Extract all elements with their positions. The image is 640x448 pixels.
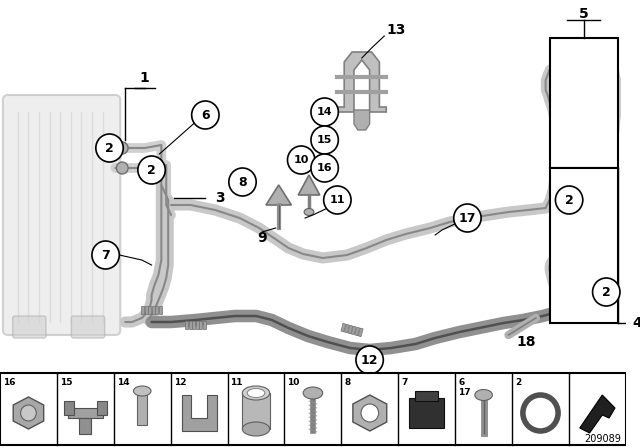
Polygon shape: [358, 328, 363, 336]
Bar: [409, 398, 444, 428]
Polygon shape: [353, 395, 387, 431]
Polygon shape: [266, 185, 291, 205]
Circle shape: [191, 101, 219, 129]
Polygon shape: [580, 395, 615, 433]
Text: 209089: 209089: [584, 434, 621, 444]
Text: 16: 16: [3, 378, 15, 387]
Polygon shape: [203, 321, 206, 329]
Text: 6
17: 6 17: [458, 378, 470, 397]
Text: 8: 8: [238, 176, 247, 189]
Text: 9: 9: [257, 231, 267, 245]
Polygon shape: [156, 306, 159, 314]
FancyBboxPatch shape: [13, 316, 46, 338]
Circle shape: [96, 134, 124, 162]
Text: 11: 11: [330, 195, 345, 205]
Text: 14: 14: [317, 107, 332, 117]
Polygon shape: [148, 306, 151, 314]
Circle shape: [92, 241, 119, 269]
Polygon shape: [189, 321, 191, 329]
Circle shape: [556, 186, 583, 214]
Text: 5: 5: [579, 7, 589, 21]
Text: 2: 2: [147, 164, 156, 177]
Polygon shape: [200, 321, 202, 329]
Polygon shape: [355, 327, 360, 336]
Text: 13: 13: [387, 23, 406, 37]
Circle shape: [311, 126, 339, 154]
Circle shape: [593, 278, 620, 306]
Text: 2: 2: [602, 285, 611, 298]
Circle shape: [116, 142, 128, 154]
Text: 8: 8: [344, 378, 351, 387]
Text: 7: 7: [401, 378, 408, 387]
Ellipse shape: [243, 422, 269, 436]
Bar: [68, 408, 103, 418]
Polygon shape: [348, 325, 353, 334]
Polygon shape: [354, 110, 370, 130]
Bar: [0, 373, 626, 445]
Bar: [79, 418, 92, 434]
Polygon shape: [344, 324, 349, 333]
Ellipse shape: [475, 389, 492, 401]
Text: 10: 10: [294, 155, 309, 165]
Text: 14: 14: [116, 378, 129, 387]
Text: 17: 17: [459, 211, 476, 224]
Ellipse shape: [247, 388, 265, 397]
Circle shape: [138, 156, 165, 184]
Polygon shape: [337, 52, 387, 112]
Circle shape: [229, 168, 256, 196]
Circle shape: [523, 395, 558, 431]
Polygon shape: [159, 306, 162, 314]
Bar: [138, 393, 147, 425]
Bar: [97, 401, 107, 415]
Circle shape: [311, 98, 339, 126]
Polygon shape: [196, 321, 199, 329]
Text: 6: 6: [201, 108, 210, 121]
Text: 1: 1: [140, 71, 150, 85]
Text: 2: 2: [564, 194, 573, 207]
Polygon shape: [341, 323, 346, 332]
Bar: [415, 391, 438, 401]
Text: 12: 12: [173, 378, 186, 387]
Polygon shape: [298, 175, 320, 195]
Polygon shape: [13, 397, 44, 429]
Bar: [550, 38, 618, 168]
Ellipse shape: [243, 386, 269, 400]
Ellipse shape: [303, 387, 323, 399]
Bar: [64, 401, 74, 415]
Text: 4: 4: [633, 316, 640, 330]
Polygon shape: [145, 306, 148, 314]
Text: 12: 12: [361, 353, 378, 366]
FancyBboxPatch shape: [72, 316, 104, 338]
Text: 11: 11: [230, 378, 243, 387]
Circle shape: [20, 405, 36, 421]
Circle shape: [454, 204, 481, 232]
Polygon shape: [192, 321, 195, 329]
Circle shape: [356, 346, 383, 374]
Circle shape: [324, 186, 351, 214]
Text: 2: 2: [515, 378, 521, 387]
Polygon shape: [185, 321, 188, 329]
Text: 7: 7: [101, 249, 110, 262]
Bar: [243, 393, 269, 429]
Ellipse shape: [133, 386, 151, 396]
Text: 18: 18: [516, 335, 536, 349]
Text: 2: 2: [105, 142, 114, 155]
Polygon shape: [182, 395, 217, 431]
Polygon shape: [141, 306, 144, 314]
Text: 3: 3: [215, 191, 225, 205]
Polygon shape: [351, 326, 356, 335]
Bar: [550, 168, 618, 323]
Text: 16: 16: [317, 163, 332, 173]
Text: 15: 15: [60, 378, 72, 387]
Circle shape: [287, 146, 315, 174]
Circle shape: [311, 154, 339, 182]
Circle shape: [116, 162, 128, 174]
Text: 15: 15: [317, 135, 332, 145]
Circle shape: [361, 404, 379, 422]
Text: 10: 10: [287, 378, 300, 387]
Polygon shape: [152, 306, 155, 314]
FancyBboxPatch shape: [3, 95, 120, 335]
Ellipse shape: [304, 208, 314, 215]
